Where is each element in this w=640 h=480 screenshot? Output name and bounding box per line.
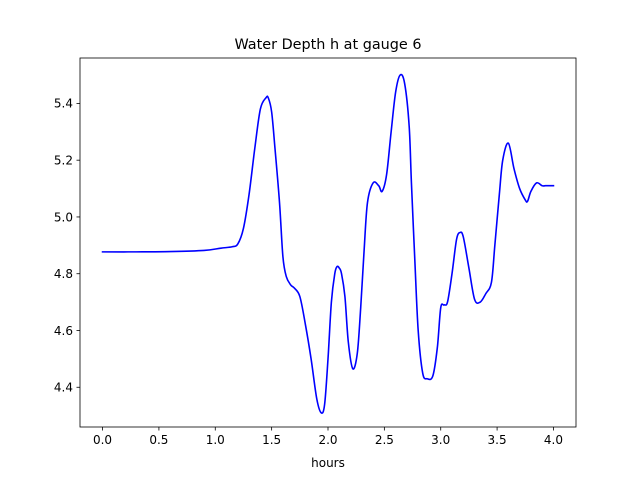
x-axis: 0.0 0.5 1.0 1.5 2.0 2.5 3.0 3.5 4.0 (93, 427, 563, 447)
x-tick-label: 0.0 (93, 433, 112, 447)
x-tick-label: 1.0 (206, 433, 225, 447)
y-tick-label: 4.6 (54, 324, 73, 338)
y-tick-label: 4.8 (54, 267, 73, 281)
x-tick-label: 1.5 (262, 433, 281, 447)
y-axis: 4.4 4.6 4.8 5.0 5.2 5.4 (54, 97, 80, 395)
x-tick-label: 2.0 (318, 433, 337, 447)
x-tick-label: 3.0 (431, 433, 450, 447)
series-layer (101, 73, 555, 414)
series-line-1 (101, 73, 555, 414)
x-axis-label: hours (311, 456, 345, 470)
y-tick-label: 5.4 (54, 97, 73, 111)
y-tick-label: 5.2 (54, 153, 73, 167)
x-tick-label: 4.0 (544, 433, 563, 447)
x-tick-label: 3.5 (488, 433, 507, 447)
x-tick-label: 2.5 (375, 433, 394, 447)
x-tick-label: 0.5 (149, 433, 168, 447)
y-tick-label: 5.0 (54, 210, 73, 224)
y-tick-label: 4.4 (54, 381, 73, 395)
chart-title: Water Depth h at gauge 6 (234, 37, 421, 53)
